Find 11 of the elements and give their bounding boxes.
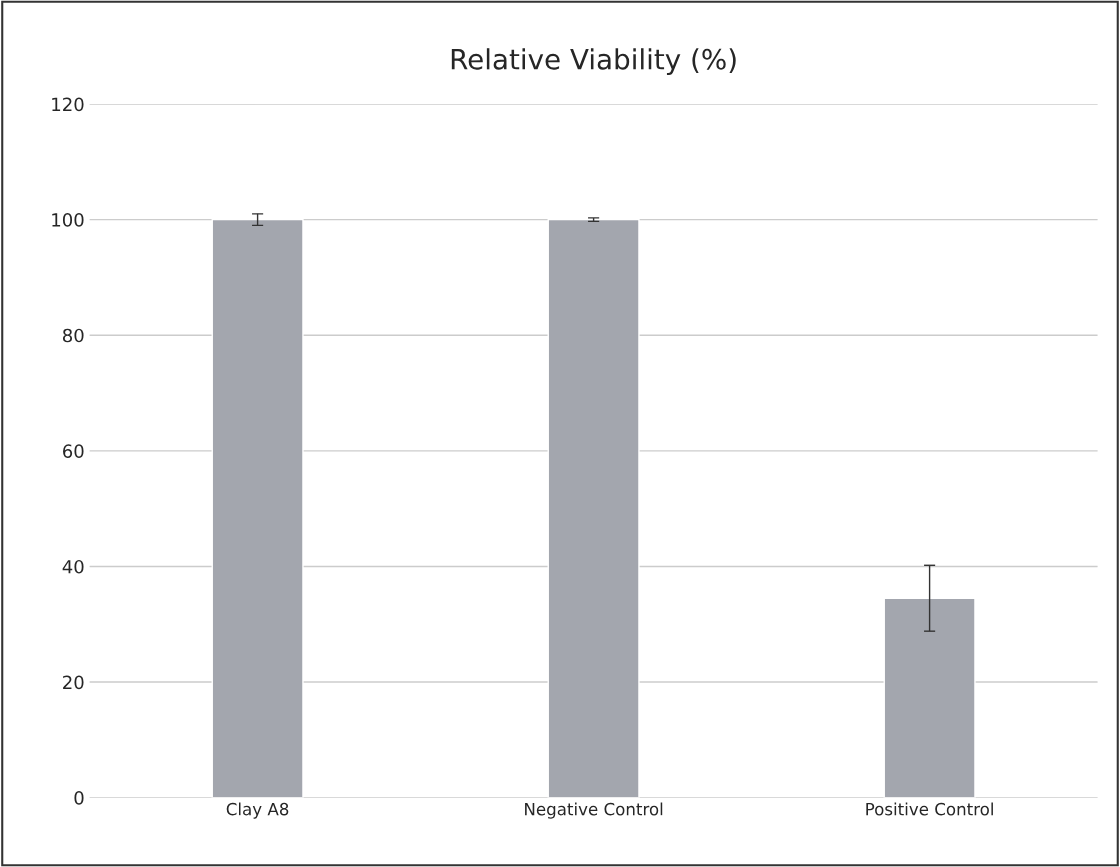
- y-tick-label: 80: [62, 328, 84, 343]
- y-tick-label: 60: [63, 444, 84, 458]
- x-tick-label: Negative Control: [525, 802, 663, 819]
- y-tick-label: 40: [62, 559, 84, 574]
- y-tick-label: 20: [63, 675, 84, 690]
- chart-title: Relative Viability (%): [451, 48, 736, 76]
- y-tick-label: 100: [52, 213, 84, 227]
- y-tick-label: 0: [74, 791, 84, 805]
- x-tick-label: Positive Control: [866, 802, 993, 816]
- y-tick-label: 120: [52, 97, 84, 112]
- x-tick-label: Clay A8: [226, 802, 289, 819]
